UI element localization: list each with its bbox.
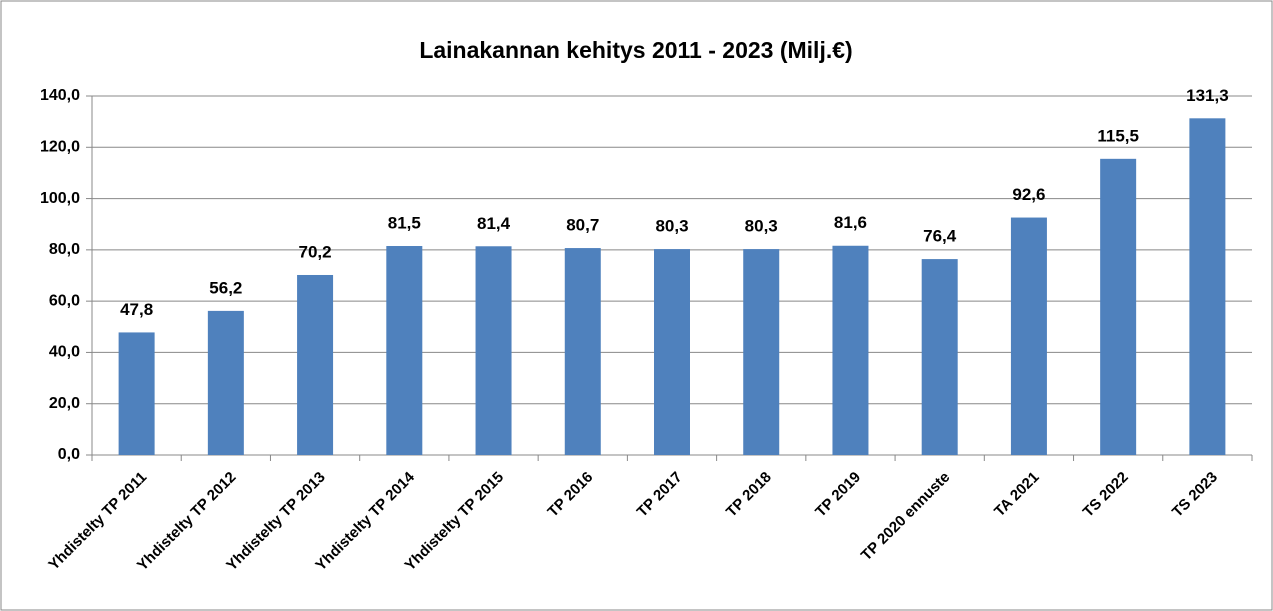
data-label: 92,6 [1012, 185, 1045, 204]
bar [921, 259, 958, 455]
data-label: 115,5 [1097, 126, 1139, 145]
data-label: 80,3 [745, 217, 778, 236]
data-label: 131,3 [1186, 86, 1229, 105]
data-label: 81,4 [477, 214, 511, 233]
y-tick-label: 60,0 [49, 292, 80, 309]
y-tick-label: 20,0 [49, 395, 80, 412]
data-label: 56,2 [209, 278, 242, 297]
y-tick-label: 120,0 [40, 139, 80, 156]
bar [654, 249, 690, 455]
bar [743, 249, 780, 455]
bar [207, 310, 244, 455]
data-label: 81,5 [388, 213, 421, 232]
data-label: 80,7 [566, 216, 599, 235]
bar [118, 332, 155, 455]
y-tick-label: 140,0 [40, 87, 80, 104]
y-tick-label: 80,0 [49, 241, 80, 258]
chart-title: Lainakannan kehitys 2011 - 2023 (Milj.€) [419, 37, 852, 63]
bar [564, 248, 601, 455]
y-tick-label: 40,0 [49, 344, 80, 361]
data-label: 80,3 [655, 217, 688, 236]
bar [1010, 217, 1047, 455]
bar [1100, 158, 1137, 455]
data-label: 70,2 [299, 242, 332, 261]
bar [475, 246, 512, 455]
bar [297, 274, 334, 455]
data-label: 81,6 [834, 213, 867, 232]
bar [1189, 118, 1226, 455]
bar [386, 246, 423, 455]
data-label: 47,8 [120, 300, 153, 319]
data-label: 76,4 [923, 227, 957, 246]
y-tick-label: 100,0 [40, 190, 80, 207]
bar [832, 245, 869, 455]
y-tick-label: 0,0 [58, 446, 80, 463]
